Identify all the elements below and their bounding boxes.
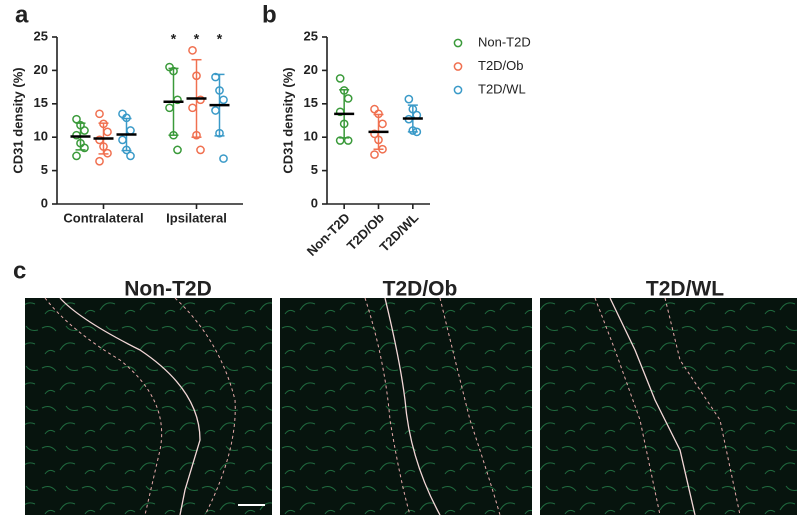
legend-label: T2D/WL: [478, 81, 526, 96]
panel-label: a: [15, 1, 29, 28]
boundary-line: [609, 297, 696, 516]
data-point: [72, 130, 81, 140]
image-non-t2d: [25, 298, 272, 515]
data-point: [196, 145, 205, 155]
data-point: [215, 86, 224, 95]
data-point: [378, 144, 387, 154]
data-point: [343, 136, 353, 145]
image-title: T2D/WL: [646, 278, 724, 301]
panel-label: c: [13, 257, 26, 284]
legend-marker: [453, 38, 463, 48]
data-point: [126, 126, 135, 135]
data-point: [404, 94, 414, 104]
legend-marker: [453, 62, 463, 71]
y-tick-label: 20: [304, 62, 318, 77]
data-point: [169, 66, 178, 76]
data-point: [76, 120, 85, 130]
data-point: [374, 109, 383, 119]
y-tick-label: 25: [304, 28, 318, 43]
data-point: [211, 106, 220, 115]
data-point: [343, 94, 353, 103]
data-point: [99, 142, 108, 151]
x-tick-label: Contralateral: [63, 210, 143, 225]
legend-marker: [453, 85, 463, 95]
boundary-dashed: [594, 297, 741, 516]
data-point: [412, 127, 422, 137]
data-point: [95, 156, 104, 166]
data-point: [126, 151, 135, 161]
data-point: [370, 104, 379, 114]
data-point: [80, 126, 89, 135]
y-tick-label: 15: [304, 95, 318, 110]
data-point: [335, 74, 345, 83]
data-point: [192, 130, 201, 140]
data-point: [72, 114, 81, 124]
y-axis-label: CD31 density (%): [280, 67, 295, 173]
data-point: [99, 119, 108, 129]
data-point: [378, 119, 387, 129]
y-tick-label: 15: [34, 95, 48, 110]
data-point: [188, 46, 197, 55]
data-point: [72, 151, 81, 161]
legend-label: Non-T2D: [478, 34, 531, 49]
significance: *: [171, 31, 177, 47]
data-point: [80, 143, 89, 153]
data-point: [95, 109, 104, 119]
y-tick-label: 25: [34, 28, 48, 43]
data-point: [408, 126, 418, 135]
data-point: [335, 136, 345, 145]
data-point: [408, 104, 418, 114]
data-point: [339, 86, 349, 95]
boundary-dashed: [364, 297, 501, 516]
y-tick-label: 20: [34, 62, 48, 77]
data-point: [335, 107, 345, 117]
data-point: [188, 103, 197, 113]
y-tick-label: 5: [41, 162, 48, 177]
data-point: [122, 113, 131, 123]
data-point: [219, 95, 228, 105]
boundary-dashed: [44, 297, 236, 516]
data-point: [215, 128, 224, 138]
data-point: [169, 130, 178, 140]
data-point: [374, 135, 383, 145]
y-axis-label: CD31 density (%): [10, 67, 25, 173]
data-point: [370, 129, 379, 139]
micrographs: [25, 297, 797, 516]
y-tick-label: 10: [304, 129, 318, 144]
x-tick-label: T2D/WL: [377, 210, 422, 255]
significance: *: [194, 31, 200, 47]
data-point: [219, 154, 228, 163]
data-point: [211, 72, 220, 82]
data-point: [103, 127, 112, 137]
y-tick-label: 0: [311, 195, 318, 210]
y-tick-label: 5: [311, 162, 318, 177]
data-point: [192, 71, 201, 81]
data-point: [122, 145, 131, 155]
x-tick-label: Ipsilateral: [166, 210, 227, 225]
data-point: [173, 145, 182, 155]
panel-label: b: [262, 1, 277, 28]
legend-label: T2D/Ob: [478, 58, 524, 73]
image-t2d-wl: [540, 298, 797, 515]
image-title: T2D/Ob: [383, 278, 458, 301]
data-point: [95, 135, 104, 145]
data-point: [103, 148, 112, 158]
data-point: [370, 150, 379, 159]
data-point: [173, 95, 182, 105]
image-title: Non-T2D: [124, 278, 212, 301]
boundary-line: [59, 297, 201, 516]
y-tick-label: 0: [41, 195, 48, 210]
boundary-line: [384, 297, 441, 516]
data-point: [339, 119, 349, 129]
significance: *: [217, 31, 223, 47]
data-point: [118, 135, 127, 145]
data-point: [196, 95, 205, 105]
data-point: [165, 103, 174, 113]
y-tick-label: 10: [34, 129, 48, 144]
x-tick-label: Non-T2D: [304, 210, 353, 259]
